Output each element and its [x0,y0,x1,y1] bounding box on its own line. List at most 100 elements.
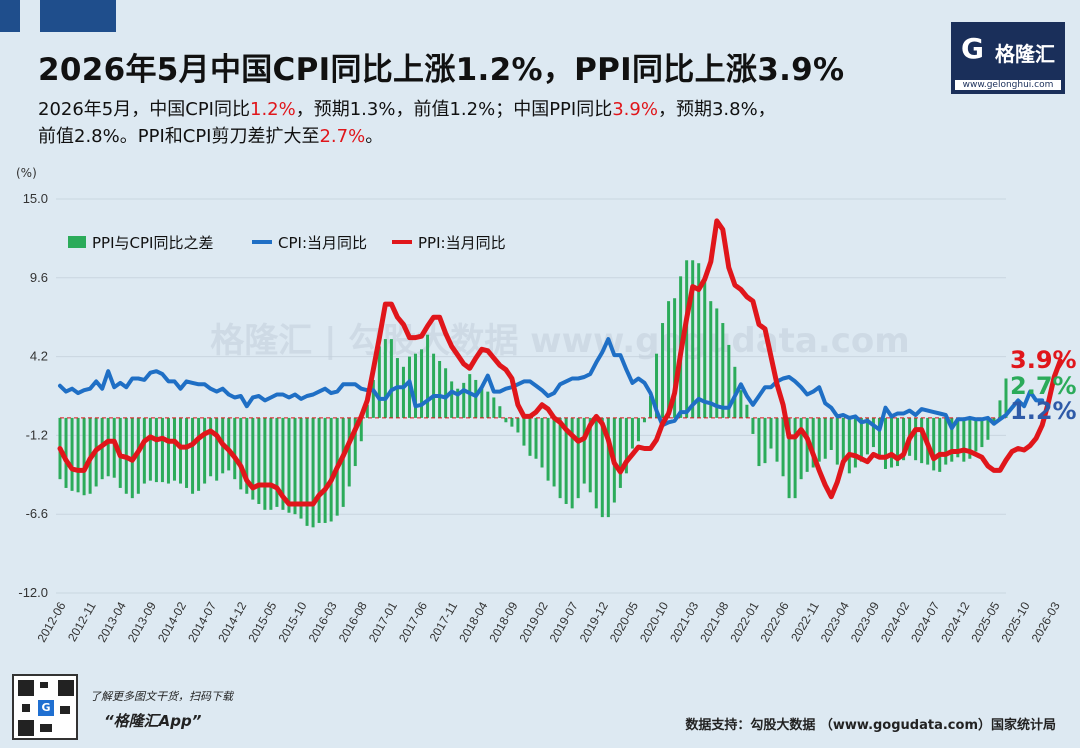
diff-bar [510,417,514,427]
promo-text: 了解更多图文干货，扫码下载 [90,690,233,703]
diff-bar [871,417,875,448]
header-accent-tab [40,0,116,32]
subtitle: 2026年5月，中国CPI同比1.2%，预期1.3%，前值1.2%；中国PPI同… [38,96,938,150]
diff-bar [420,349,424,418]
diff-bar [594,417,598,509]
diff-bar [528,417,532,456]
diff-bar [648,396,652,418]
diff-bar [968,417,972,459]
qr-badge-icon: G [38,700,54,716]
diff-bar [142,417,146,484]
diff-bar [540,417,544,468]
legend-cpi-label: CPI:当月同比 [278,234,367,252]
diff-bar [998,400,1002,418]
diff-bar [835,417,839,465]
diff-bar [516,417,520,433]
diff-bar [932,417,936,471]
diff-bar [245,417,249,494]
diff-bar [980,417,984,448]
diff-bar [1004,378,1008,418]
diff-bar [763,417,767,464]
ppi-line [57,218,1063,507]
diff-bar [739,390,743,418]
x-tick-label: 2022-06 [758,599,792,644]
diff-bar [269,417,273,510]
diff-bar [751,417,755,434]
diff-bar [456,388,460,418]
x-tick-label: 2026-03 [1029,599,1063,644]
diff-bar [251,417,255,500]
diff-bar [197,417,201,491]
diff-bar [317,417,321,523]
diff-bar [667,301,671,418]
diff-bar [353,417,357,467]
diff-bar [962,417,966,462]
diff-bar [685,260,689,418]
diff-bar [401,366,405,418]
diff-bar [377,346,381,418]
diff-bar [618,417,622,488]
diff-bar [209,417,213,477]
subtitle-part-5: 。 [365,126,384,147]
diff-bar [76,417,80,493]
diff-bar [938,417,942,472]
diff-bar [191,417,195,494]
diff-bar [172,417,176,481]
diff-bar [148,417,152,481]
x-tick-label: 2012-11 [65,599,99,644]
diff-bar [462,382,466,418]
diff-bar [847,417,851,474]
diff-bar [642,417,646,423]
diff-bar [890,417,894,468]
diff-bar [624,417,628,474]
cpi-end-label: 1.2% [1010,397,1077,425]
diff-bar [305,417,309,526]
diff-bar [504,417,508,423]
diff-bar [371,379,375,418]
diff-bar [323,417,327,523]
diff-bar [576,417,580,499]
gelonghui-logo: G 格隆汇 www.gelonghui.com [951,22,1065,94]
diff-bar [841,417,845,464]
cpi-value: 1.2% [250,99,296,120]
diff-bar [389,339,393,418]
cpi-ppi-chart: 15.0 9.6 4.2 -1.2 -6.6 -12.0 格隆汇 | 勾股大数据 www.g… [18,191,1077,645]
diff-bar [769,417,773,449]
legend-diff-label: PPI与CPI同比之差 [92,234,213,252]
diff-bar [329,417,333,522]
diff-bar [883,417,887,469]
diff-bar [709,301,713,418]
diff-bar [865,417,869,455]
logo-name: 格隆汇 [995,42,1055,66]
cpi-line [58,337,1045,432]
diff-bar [203,417,207,484]
diff-bar [438,360,442,418]
diff-bar [793,417,797,499]
diff-bar [287,417,291,513]
diff-bar [166,417,170,484]
diff-bar [703,277,707,418]
diff-bar [311,417,315,528]
diff-bar [82,417,86,496]
diff-bar [444,368,448,418]
diff-bar [914,417,918,461]
diff-bar [347,417,351,487]
diff-bar [877,417,881,458]
diff-bar [636,417,640,442]
diff-bar [721,323,725,418]
diff-bar [799,417,803,480]
diff-bar [859,417,863,462]
qr-code[interactable]: G [12,674,78,740]
diff-bar [715,308,719,418]
diff-bar [233,417,237,480]
diff-bar [920,417,924,464]
app-name: “格隆汇App” [104,712,202,730]
diff-bar [673,298,677,418]
diff-bar [588,417,592,493]
diff-bar [480,388,484,418]
diff-bar [281,417,285,510]
subtitle-part-1: 2026年5月，中国CPI同比 [38,99,250,120]
page-title: 2026年5月中国CPI同比上涨1.2%，PPI同比上涨3.9% [38,52,845,88]
ppi-end-label: 3.9% [1010,346,1077,374]
diff-bar [498,406,502,418]
